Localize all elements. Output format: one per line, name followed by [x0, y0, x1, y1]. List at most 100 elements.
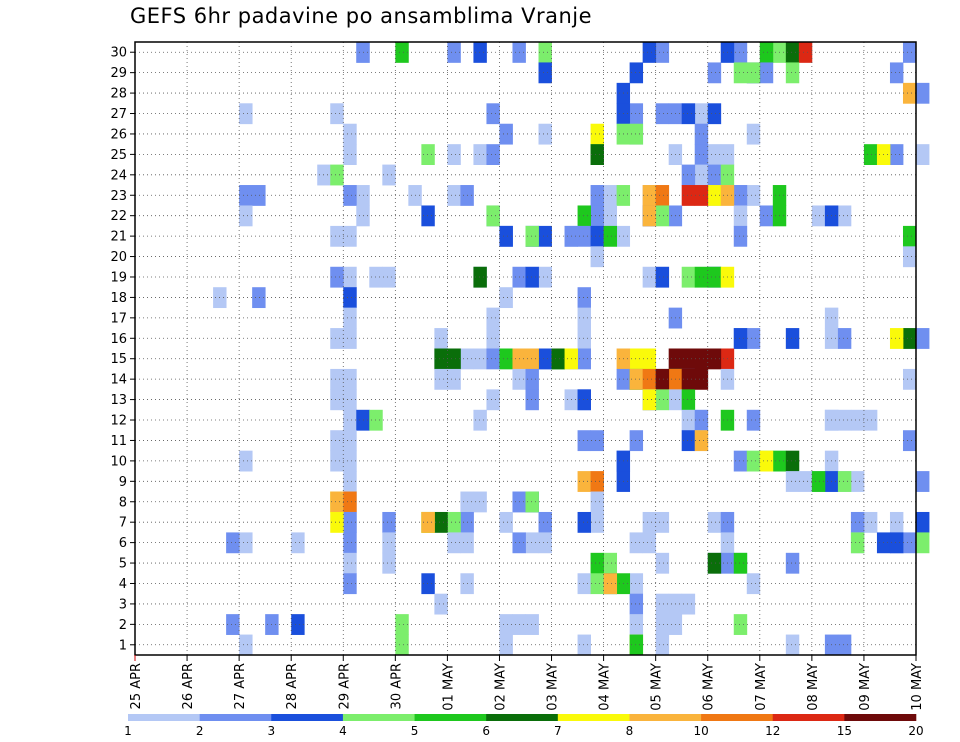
y-tick-label: 19 — [110, 270, 127, 285]
heatmap-cell — [538, 42, 552, 63]
heatmap-cell — [330, 103, 344, 125]
heatmap-cell — [655, 266, 670, 288]
x-axis: 25 APR 26 APR 27 APR 28 APR 29 APR 30 APR 01 M… — [129, 655, 925, 711]
heatmap-cell — [239, 103, 253, 125]
heatmap-cell — [343, 511, 357, 533]
heatmap-cell — [590, 430, 604, 452]
heatmap-cell — [694, 185, 709, 206]
y-tick-label: 4 — [119, 577, 127, 592]
colorbar-label: 5 — [411, 724, 419, 738]
heatmap-cell — [577, 307, 591, 329]
y-tick-label: 9 — [119, 475, 127, 490]
heatmap-cell — [226, 532, 240, 554]
y-tick-label: 21 — [110, 230, 127, 245]
heatmap-cell — [902, 328, 917, 349]
colorbar-label: 7 — [554, 724, 562, 738]
heatmap-cell — [655, 634, 670, 656]
y-tick-label: 12 — [110, 414, 127, 429]
heatmap-cell — [356, 185, 370, 206]
heatmap-cell — [382, 266, 396, 288]
heatmap-cell — [343, 430, 357, 452]
heatmap-cell — [590, 185, 604, 206]
heatmap-cell — [707, 266, 722, 288]
heatmap-cell — [642, 348, 657, 370]
y-tick-label: 6 — [119, 536, 127, 551]
heatmap-cell — [356, 409, 370, 431]
heatmap-cell — [889, 62, 904, 84]
y-tick-label: 28 — [110, 87, 127, 102]
heatmap-cell — [837, 634, 852, 656]
heatmap-cell — [330, 328, 344, 349]
heatmap-cell — [382, 532, 396, 554]
heatmap-cell — [395, 42, 409, 63]
heatmap-cell — [733, 552, 748, 574]
heatmap-cell — [473, 491, 487, 513]
heatmap-cell — [707, 103, 722, 125]
heatmap-cell — [486, 103, 500, 125]
heatmap-cell — [902, 532, 917, 554]
heatmap-cell — [343, 328, 357, 349]
heatmap-cell — [733, 42, 748, 63]
x-tick-label: 28 APR — [285, 663, 300, 709]
heatmap-cell — [330, 430, 344, 452]
heatmap-cell — [733, 62, 748, 84]
heatmap-cell — [395, 634, 409, 656]
heatmap-cell — [434, 348, 448, 370]
heatmap-cell — [447, 368, 461, 390]
heatmap-cell — [916, 471, 930, 492]
x-tick-label: 04 MAY — [598, 663, 613, 711]
heatmap-cell — [785, 42, 800, 63]
y-tick-label: 25 — [110, 148, 127, 163]
heatmap-cell — [330, 266, 344, 288]
heatmap-cell — [629, 123, 644, 145]
heatmap-cell — [916, 82, 930, 104]
heatmap-cell — [369, 409, 383, 431]
heatmap-cell — [239, 205, 253, 227]
x-tick-label: 02 MAY — [493, 663, 508, 711]
y-tick-label: 5 — [119, 557, 127, 572]
heatmap-cell — [850, 511, 865, 533]
heatmap-cell — [759, 205, 774, 227]
colorbar-segment — [128, 714, 200, 721]
heatmap-cell — [343, 266, 357, 288]
heatmap-cell — [577, 287, 591, 309]
heatmap-cell — [916, 328, 930, 349]
heatmap-cell — [642, 368, 657, 390]
heatmap-cell — [252, 287, 266, 309]
x-tick-label: 05 MAY — [650, 663, 665, 711]
heatmap-cell — [473, 348, 487, 370]
heatmap-cell — [785, 552, 800, 574]
heatmap-cell — [356, 42, 370, 63]
heatmap-cell — [486, 205, 500, 227]
heatmap-cell — [551, 348, 565, 370]
heatmap-cell — [447, 348, 461, 370]
heatmap-cell — [655, 389, 670, 411]
heatmap-cell — [330, 368, 344, 390]
heatmap-cell — [525, 389, 539, 411]
heatmap-cell — [343, 389, 357, 411]
heatmap-cell — [694, 103, 709, 125]
heatmap-cell — [850, 532, 865, 554]
colorbar-segment — [486, 714, 559, 721]
heatmap-cell — [525, 266, 539, 288]
heatmap-cell — [916, 144, 930, 165]
x-tick-label: 03 MAY — [546, 663, 561, 711]
heatmap-cell — [837, 205, 852, 227]
heatmap-cell — [486, 389, 500, 411]
heatmap-cell — [330, 225, 344, 247]
heatmap-cell — [291, 614, 305, 635]
heatmap-cell — [733, 614, 748, 635]
colorbar-label: 1 — [124, 724, 132, 738]
heatmap-cell — [642, 205, 657, 227]
x-tick-label: 08 MAY — [806, 663, 821, 711]
y-tick-label: 27 — [110, 107, 127, 122]
heatmap-cells — [213, 42, 930, 656]
heatmap-cell — [590, 123, 604, 145]
heatmap-cell — [811, 471, 826, 492]
heatmap-cell — [694, 266, 709, 288]
heatmap-cell — [837, 471, 852, 492]
y-tick-label: 30 — [110, 46, 127, 61]
heatmap-cell — [447, 185, 461, 206]
heatmap-cell — [798, 42, 813, 63]
colorbar-segment — [414, 714, 487, 721]
